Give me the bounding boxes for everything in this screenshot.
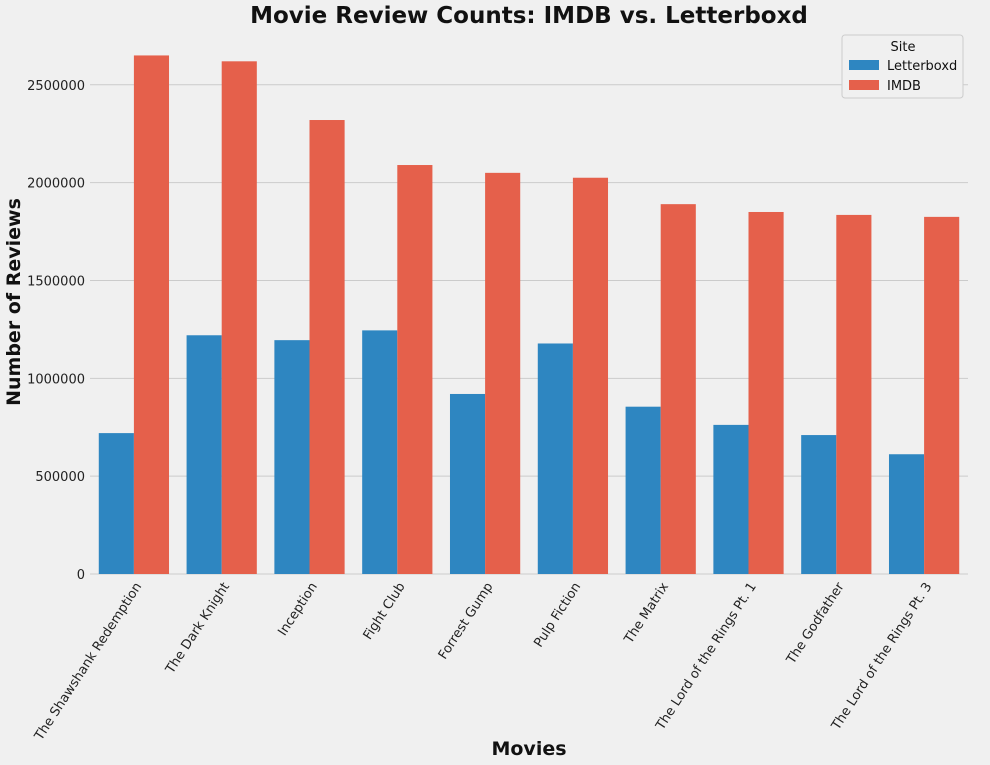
y-tick-label: 2500000 [27,79,85,94]
bar-letterboxd [449,393,486,574]
bar-letterboxd [186,335,222,574]
legend-items: Letterboxd IMDB [849,59,957,94]
y-tick-label: 500000 [35,470,85,485]
x-tick-label: The Matrix [621,580,672,647]
bar-letterboxd [537,343,573,574]
bar-imdb [572,177,609,574]
bar-letterboxd [98,433,134,574]
bar-letterboxd [801,435,837,574]
x-tick-label: The Godfather [783,579,848,667]
x-tick-label: The Dark Knight [163,580,233,677]
bars [98,55,960,575]
x-tick-label: Forrest Gump [436,580,497,662]
x-tick-label: Pulp Fiction [531,580,584,650]
legend-swatch [849,80,879,90]
x-tick-label: The Lord of the Rings Pt. 1 [653,580,760,734]
bar-imdb [748,211,784,575]
bar-letterboxd [274,340,310,574]
chart-title: Movie Review Counts: IMDB vs. Letterboxd [250,3,808,29]
bar-imdb [397,165,433,574]
x-tick-label: Inception [275,580,320,639]
bar-letterboxd [362,330,398,574]
x-axis-title: Movies [491,738,566,760]
bar-imdb [485,172,521,574]
legend: Site Letterboxd IMDB [841,34,964,99]
y-axis-title: Number of Reviews [3,198,25,406]
y-tick-label: 2000000 [27,177,85,192]
bar-letterboxd [625,406,661,574]
legend-title: Site [891,40,916,55]
bar-imdb [660,204,696,575]
y-tick-label: 1500000 [27,274,85,289]
bar-imdb [133,55,170,575]
x-tick-label: Fight Club [361,580,409,643]
bar-imdb [924,216,960,575]
y-axis-ticks: 0 500000 1000000 1500000 2000000 2500000 [27,79,85,583]
bar-letterboxd [888,454,925,574]
y-tick-label: 0 [77,568,85,583]
bar-imdb [836,214,872,574]
legend-label: IMDB [887,79,921,94]
bar-imdb [221,61,257,575]
x-tick-label: The Shawshank Redemption [31,580,145,744]
x-tick-label: The Lord of the Rings Pt. 3 [828,580,935,734]
x-axis-ticks: The Shawshank Redemption The Dark Knight I… [31,579,935,744]
legend-swatch [849,60,879,70]
bar-imdb [309,120,345,574]
bar-letterboxd [713,424,749,574]
legend-label: Letterboxd [887,59,957,74]
y-tick-label: 1000000 [27,372,85,387]
